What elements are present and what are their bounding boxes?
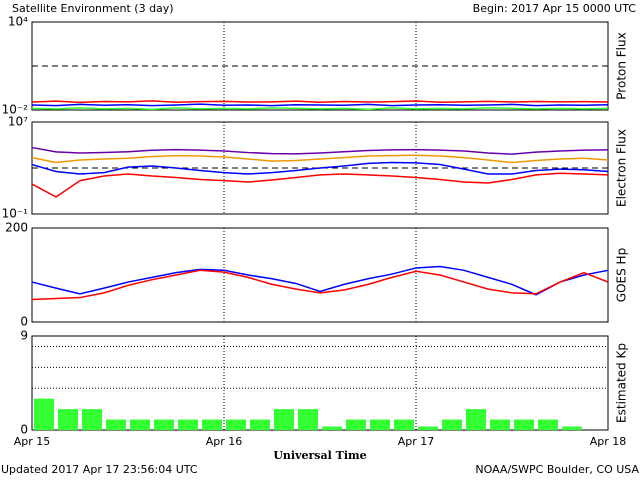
kp-bar bbox=[250, 419, 270, 430]
series-line bbox=[31, 269, 609, 301]
kp-bar bbox=[322, 426, 342, 430]
series-line bbox=[31, 146, 609, 155]
x-tick-label: Apr 18 bbox=[590, 435, 627, 448]
kp-bar bbox=[226, 419, 246, 430]
series-line bbox=[31, 265, 609, 296]
y-tick-label: 9 bbox=[20, 329, 28, 343]
kp-bar bbox=[58, 409, 78, 430]
kp-bar bbox=[562, 426, 582, 430]
kp-bar bbox=[394, 419, 414, 430]
y-axis-label: Proton Flux bbox=[615, 32, 629, 99]
kp-bar bbox=[178, 419, 198, 430]
kp-bar bbox=[442, 419, 462, 430]
y-axis-label: Estimated Kp bbox=[615, 343, 629, 423]
x-tick-label: Apr 16 bbox=[206, 435, 243, 448]
credit: NOAA/SWPC Boulder, CO USA bbox=[475, 463, 639, 476]
y-axis-label: Electron Flux bbox=[615, 129, 629, 207]
kp-bar bbox=[538, 419, 558, 430]
y-tick-label: 0 bbox=[20, 423, 28, 437]
kp-bar bbox=[82, 409, 102, 430]
kp-bar bbox=[34, 398, 54, 430]
y-tick-label: 10⁴ bbox=[8, 15, 28, 29]
y-tick-label: 10⁻² bbox=[2, 103, 29, 117]
plot-frame bbox=[31, 335, 609, 431]
kp-bar bbox=[346, 419, 366, 430]
y-tick-label: 10⁻¹ bbox=[2, 207, 29, 221]
kp-bar bbox=[370, 419, 390, 430]
y-tick-label: 10⁷ bbox=[8, 115, 28, 129]
x-axis-label: Universal Time bbox=[273, 449, 366, 462]
y-tick-label: 0 bbox=[20, 315, 28, 329]
plot-frame bbox=[31, 21, 609, 111]
kp-bar bbox=[418, 426, 438, 430]
series-line bbox=[31, 100, 609, 104]
kp-bar bbox=[274, 409, 294, 430]
updated: Updated 2017 Apr 17 23:56:04 UTC bbox=[1, 463, 198, 476]
kp-bar bbox=[202, 419, 222, 430]
kp-bar bbox=[130, 419, 150, 430]
begin-time: Begin: 2017 Apr 15 0000 UTC bbox=[473, 2, 637, 15]
y-tick-label: 200 bbox=[5, 221, 28, 235]
x-tick-label: Apr 17 bbox=[398, 435, 435, 448]
kp-bar bbox=[298, 409, 318, 430]
kp-bar bbox=[106, 419, 126, 430]
series-line bbox=[31, 172, 609, 198]
series-line bbox=[31, 154, 609, 164]
title: Satellite Environment (3 day) bbox=[12, 2, 174, 15]
plot-frame bbox=[31, 227, 609, 323]
kp-bar bbox=[154, 419, 174, 430]
kp-bar bbox=[514, 419, 534, 430]
series-line bbox=[31, 161, 609, 175]
x-tick-label: Apr 15 bbox=[14, 435, 51, 448]
series-line bbox=[31, 103, 609, 107]
kp-bar bbox=[466, 409, 486, 430]
y-axis-label: GOES Hp bbox=[615, 248, 629, 302]
kp-bar bbox=[490, 419, 510, 430]
series-line bbox=[31, 107, 609, 111]
